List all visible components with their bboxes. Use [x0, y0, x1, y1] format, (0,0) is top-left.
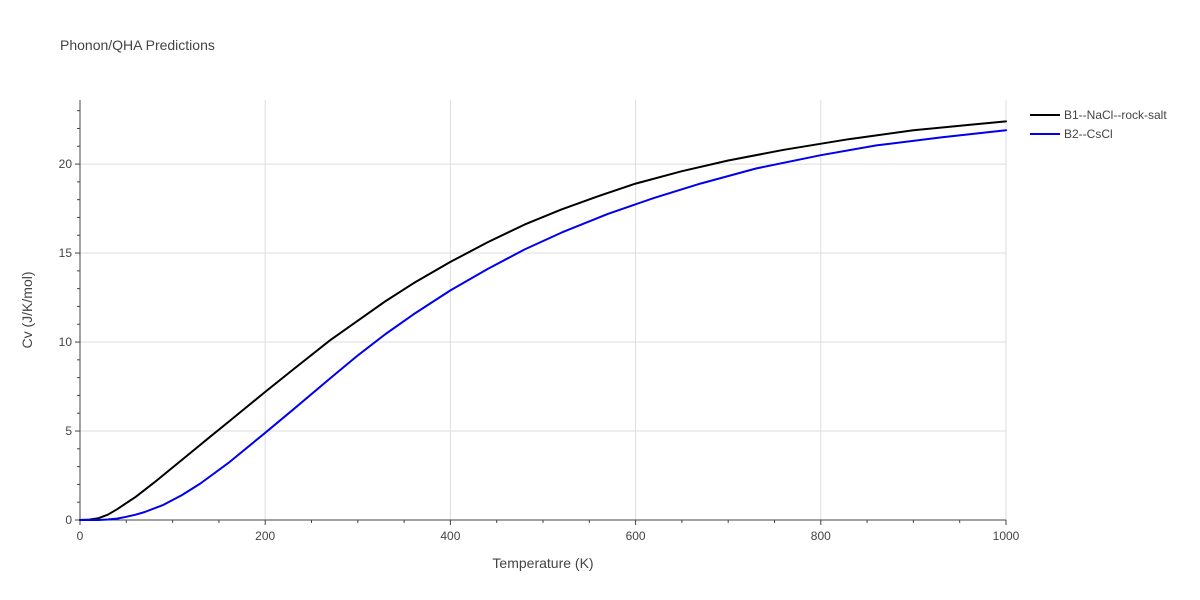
y-tick-label: 10 — [59, 335, 73, 349]
x-tick-label: 1000 — [993, 529, 1020, 543]
legend-label: B1--NaCl--rock-salt — [1064, 108, 1167, 122]
y-tick-label: 5 — [65, 424, 72, 438]
x-tick-label: 200 — [255, 529, 275, 543]
x-tick-label: 400 — [440, 529, 460, 543]
x-tick-label: 600 — [626, 529, 646, 543]
y-tick-label: 0 — [65, 513, 72, 527]
x-tick-label: 800 — [811, 529, 831, 543]
legend[interactable]: B1--NaCl--rock-salt B2--CsCl — [1030, 108, 1167, 141]
legend-item-1[interactable]: B1--NaCl--rock-salt — [1030, 108, 1167, 122]
series-line-1 — [79, 120, 1007, 521]
axes: 0 200 400 600 800 1000 0 5 10 15 20 — [59, 100, 1020, 543]
legend-label: B2--CsCl — [1064, 127, 1113, 141]
series-lines — [79, 120, 1007, 521]
grid — [80, 100, 1007, 520]
series-line-2 — [79, 129, 1007, 521]
y-tick-label: 15 — [59, 246, 73, 260]
y-tick-label: 20 — [59, 157, 73, 171]
x-tick-label: 0 — [77, 529, 84, 543]
x-axis-label: Temperature (K) — [492, 555, 593, 571]
chart-title: Phonon/QHA Predictions — [60, 37, 215, 53]
legend-item-2[interactable]: B2--CsCl — [1030, 127, 1113, 141]
y-axis-label: Cv (J/K/mol) — [19, 272, 35, 349]
